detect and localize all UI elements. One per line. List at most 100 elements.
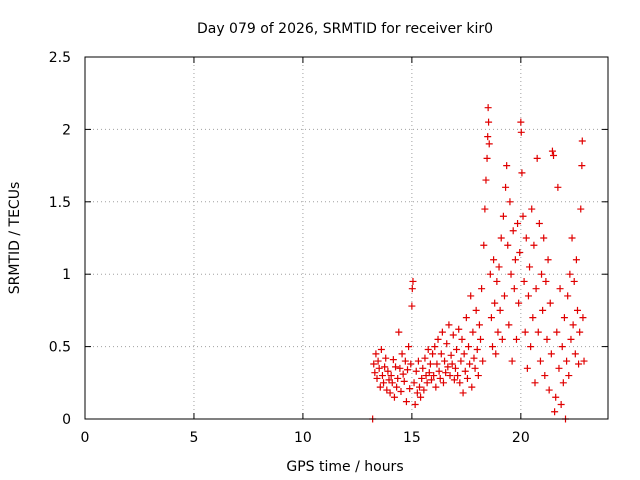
- data-point: [503, 162, 511, 170]
- data-point: [530, 241, 538, 249]
- data-point: [526, 263, 534, 271]
- data-point: [563, 357, 571, 365]
- data-point: [421, 354, 429, 362]
- y-axis-label: SRMTID / TECUs: [7, 182, 23, 295]
- data-point: [477, 335, 485, 343]
- data-point: [400, 377, 408, 385]
- data-point: [475, 321, 483, 329]
- data-point: [373, 374, 381, 382]
- data-point: [510, 285, 518, 293]
- data-point: [439, 379, 447, 387]
- data-point: [517, 118, 525, 126]
- data-point: [473, 345, 481, 353]
- data-point: [467, 292, 475, 300]
- data-point: [573, 306, 581, 314]
- data-point: [471, 364, 479, 372]
- data-point: [560, 314, 568, 322]
- grid-layer: [85, 57, 608, 419]
- data-point: [554, 183, 562, 191]
- data-point: [433, 360, 441, 368]
- data-point: [423, 379, 431, 387]
- y-tick-label: 2: [62, 122, 71, 138]
- data-point: [469, 328, 477, 336]
- data-point: [454, 372, 462, 380]
- data-point: [558, 343, 566, 351]
- data-point: [496, 306, 504, 314]
- data-point: [482, 176, 490, 184]
- data-point: [532, 285, 540, 293]
- points-layer: [369, 104, 588, 423]
- data-point: [399, 370, 407, 378]
- data-point: [462, 314, 470, 322]
- data-point: [578, 162, 586, 170]
- data-point: [519, 212, 527, 220]
- data-point: [426, 360, 434, 368]
- x-tick-label: 20: [512, 430, 530, 446]
- data-point: [411, 401, 419, 409]
- data-point: [404, 366, 412, 374]
- data-point: [450, 376, 458, 384]
- data-point: [474, 372, 482, 380]
- data-point: [535, 220, 543, 228]
- data-point: [427, 376, 435, 384]
- data-point: [551, 408, 559, 416]
- data-point: [489, 343, 497, 351]
- data-point: [457, 357, 465, 365]
- data-point: [371, 369, 379, 377]
- data-point: [557, 401, 565, 409]
- data-point: [493, 277, 501, 285]
- data-point: [578, 137, 586, 145]
- data-point: [509, 227, 517, 235]
- data-point: [456, 379, 464, 387]
- data-point: [380, 379, 388, 387]
- data-point: [511, 256, 519, 264]
- data-point: [472, 306, 480, 314]
- data-point: [372, 350, 380, 358]
- data-point: [470, 354, 478, 362]
- data-point: [429, 350, 437, 358]
- data-point: [500, 292, 508, 300]
- data-point: [393, 383, 401, 391]
- data-point: [409, 277, 417, 285]
- data-point: [386, 389, 394, 397]
- data-point: [533, 154, 541, 162]
- data-point: [370, 360, 378, 368]
- data-point: [567, 335, 575, 343]
- data-point: [395, 328, 403, 336]
- data-point: [375, 364, 383, 372]
- x-axis-label: GPS time / hours: [286, 459, 403, 475]
- data-point: [484, 104, 492, 112]
- data-point: [453, 345, 461, 353]
- data-point: [461, 367, 469, 375]
- data-point: [515, 299, 523, 307]
- data-point: [413, 389, 421, 397]
- data-point: [442, 369, 450, 377]
- data-point: [528, 205, 536, 213]
- x-tick-label: 5: [189, 430, 198, 446]
- data-point: [448, 360, 456, 368]
- y-tick-label: 0.5: [49, 340, 71, 356]
- data-point: [446, 372, 454, 380]
- data-point: [506, 198, 514, 206]
- y-tick-label: 1.5: [49, 195, 71, 211]
- data-point: [377, 345, 385, 353]
- data-point: [497, 234, 505, 242]
- data-point: [384, 367, 392, 375]
- data-point: [408, 285, 416, 293]
- data-point: [378, 372, 386, 380]
- data-point: [424, 345, 432, 353]
- data-point: [479, 357, 487, 365]
- data-point: [483, 154, 491, 162]
- data-point: [559, 379, 567, 387]
- data-point: [437, 350, 445, 358]
- data-point: [566, 270, 574, 278]
- data-point: [568, 234, 576, 242]
- data-point: [491, 299, 499, 307]
- data-point: [543, 335, 551, 343]
- data-point: [536, 357, 544, 365]
- data-point: [449, 331, 457, 339]
- data-point: [447, 351, 455, 359]
- data-point: [524, 292, 532, 300]
- data-point: [523, 364, 531, 372]
